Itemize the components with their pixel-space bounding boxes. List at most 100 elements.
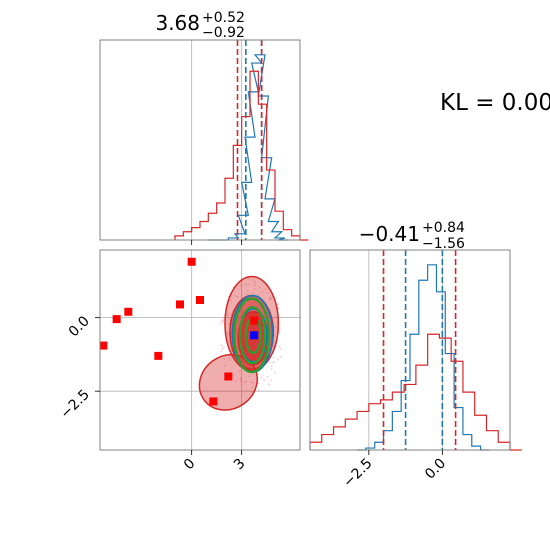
joint-sample-dot — [278, 345, 281, 348]
marginal-y-histogram-series-1 — [309, 333, 522, 451]
joint-sample-dot — [260, 376, 263, 379]
joint-sample-dot — [269, 361, 272, 364]
joint-red-marker — [187, 257, 196, 266]
joint-sample-dot — [279, 356, 282, 358]
joint-sample-dot — [253, 288, 256, 290]
joint-sample-dot — [236, 295, 239, 298]
joint-sample-dot — [227, 314, 229, 317]
joint-sample-dot — [277, 303, 280, 306]
marginal-x-frame — [99, 39, 301, 241]
joint-sample-dot — [244, 283, 247, 286]
joint-sample-dot — [252, 381, 254, 384]
joint-sample-dot — [266, 375, 269, 378]
joint-sample-dot — [239, 379, 242, 382]
joint-sample-dot — [272, 361, 275, 364]
joint-sample-dot — [230, 313, 233, 315]
joint-sample-dot — [252, 279, 255, 282]
joint-x-tick-label: 3 — [231, 456, 249, 474]
joint-sample-dot — [222, 319, 225, 322]
joint-sample-dot — [227, 331, 229, 334]
joint-sample-dot — [247, 283, 250, 286]
joint-frame — [99, 249, 301, 451]
joint-red-marker — [154, 351, 163, 360]
joint-sample-dot — [253, 284, 256, 286]
joint-sample-dot — [248, 375, 251, 378]
joint-sample-dot — [272, 356, 275, 359]
joint-sample-dot — [251, 390, 254, 393]
joint-sample-dot — [233, 294, 236, 297]
joint-y-tick-label: 0.0 — [66, 313, 93, 340]
joint-sample-dot — [234, 380, 237, 383]
joint-sample-dot — [270, 364, 273, 367]
joint-sample-dot — [279, 347, 282, 350]
joint-sample-dot — [226, 313, 229, 315]
joint-sample-dot — [251, 291, 254, 294]
joint-sample-dot — [268, 297, 271, 300]
joint-sample-dot — [250, 386, 253, 389]
joint-sample-dot — [224, 364, 227, 367]
joint-red-marker — [196, 296, 204, 304]
marginal-y-title-plus: +0.84 — [422, 220, 465, 236]
joint-sample-dot — [223, 358, 226, 361]
joint-sample-dot — [222, 320, 225, 323]
joint-sample-dot — [254, 281, 257, 284]
joint-sample-dot — [228, 359, 231, 361]
joint-sample-dot — [220, 319, 223, 322]
joint-red-marker — [124, 307, 133, 316]
joint-sample-dot — [227, 333, 230, 336]
joint-sample-dot — [267, 383, 270, 386]
joint-blue-marker — [250, 331, 259, 340]
joint-sample-dot — [270, 379, 273, 382]
joint-sample-dot — [229, 299, 232, 302]
marginal-y-title-minus: −1.56 — [422, 236, 465, 252]
joint-green-contour-1 — [238, 306, 267, 365]
marginal-y-panel: −0.41 +0.84 −1.56 −2.5 0.0 — [309, 220, 522, 491]
joint-sample-dot — [220, 350, 223, 353]
joint-sample-dot — [264, 288, 267, 291]
joint-sample-dot — [228, 341, 230, 344]
joint-plot-area — [100, 250, 300, 450]
joint-red-marker — [100, 341, 108, 350]
joint-sample-dot — [240, 281, 243, 284]
joint-sample-dot — [274, 371, 276, 374]
joint-sample-dot — [240, 380, 242, 383]
joint-sample-dot — [245, 380, 248, 383]
marginal-y-tick-label: −2.5 — [340, 456, 375, 491]
marginal-y-tick-label: 0.0 — [422, 456, 449, 483]
joint-sample-dot — [240, 377, 242, 380]
marginal-x-title-minus: −0.92 — [202, 25, 245, 41]
joint-red-marker — [112, 315, 121, 324]
joint-sample-dot — [250, 381, 253, 384]
kl-annotation: KL = 0.00 — [440, 90, 550, 116]
joint-sample-dot — [243, 381, 246, 384]
joint-sample-dot — [274, 325, 277, 328]
joint-sample-dot — [278, 328, 281, 331]
joint-red-marker — [250, 316, 259, 325]
joint-sample-dot — [277, 307, 280, 310]
joint-sample-dot — [220, 344, 223, 347]
marginal-x-panel: 3.68 +0.52 −0.92 — [99, 10, 309, 245]
joint-y-tick-label: −2.5 — [57, 387, 92, 422]
joint-sample-dot — [258, 286, 261, 289]
joint-sample-dot — [228, 319, 231, 321]
joint-sample-dot — [246, 290, 249, 292]
joint-sample-dot — [257, 382, 260, 385]
marginal-x-histogram-series-0 — [208, 54, 289, 241]
marginal-x-title-plus: +0.52 — [202, 10, 245, 26]
joint-sample-dot — [239, 285, 242, 288]
joint-x-tick-label: 0 — [181, 456, 199, 474]
marginal-y-title-median: −0.41 — [359, 222, 420, 246]
joint-sample-dot — [277, 358, 279, 361]
marginal-x-title-median: 3.68 — [155, 11, 200, 35]
joint-red-marker — [224, 372, 233, 381]
marginal-y-frame — [309, 249, 511, 451]
joint-sample-dot — [278, 331, 281, 334]
marginal-y-histogram-series-0 — [357, 264, 490, 451]
marginal-x-histogram-series-1 — [174, 70, 309, 241]
joint-sample-dot — [261, 290, 263, 293]
joint-red-marker — [176, 300, 184, 309]
joint-sample-dot — [221, 348, 224, 351]
joint-red-marker — [209, 397, 218, 406]
